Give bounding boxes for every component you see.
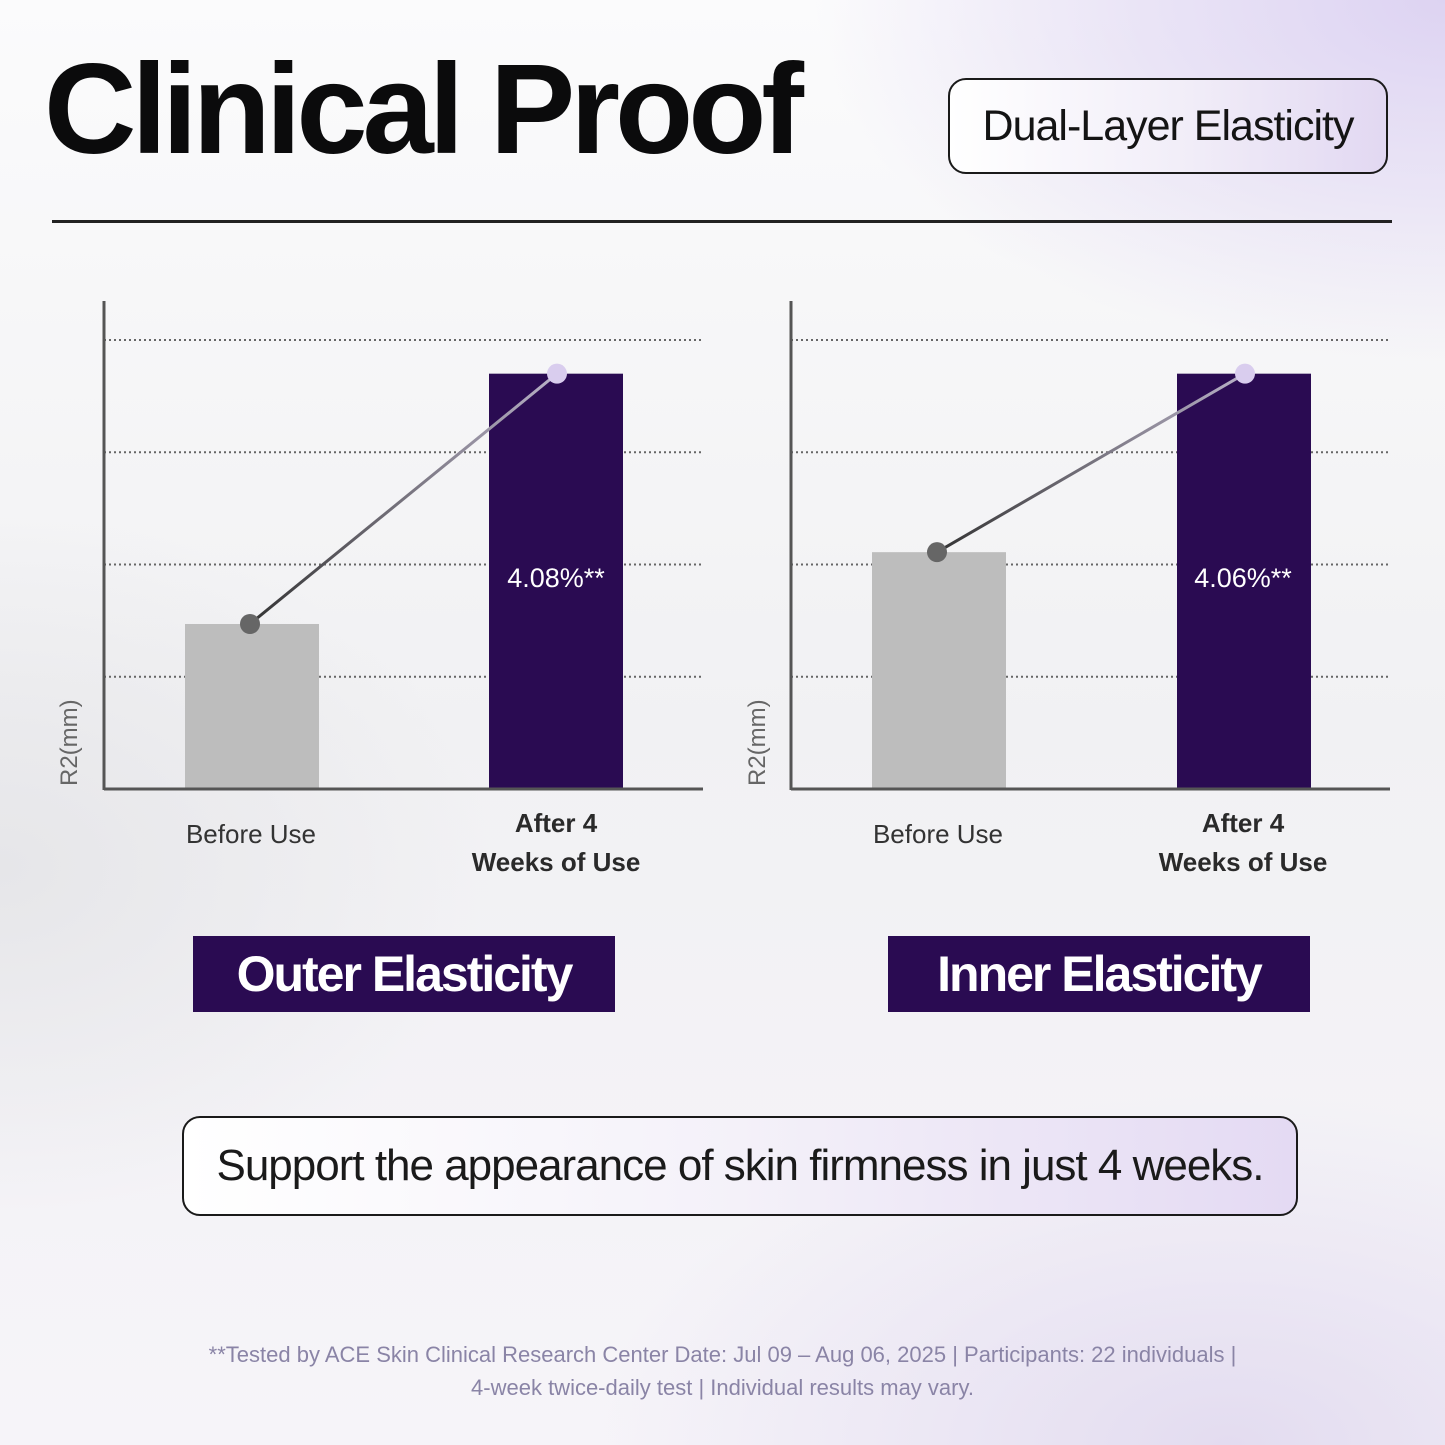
chart2-point-before: [927, 542, 947, 563]
tagline-box: Support the appearance of skin firmness …: [182, 1116, 1298, 1216]
chart1-point-before: [240, 613, 260, 634]
footnote: **Tested by ACE Skin Clinical Research C…: [0, 1338, 1445, 1404]
chart2-value-label-after: 4.06%**: [1194, 563, 1292, 593]
footnote-line-1: **Tested by ACE Skin Clinical Research C…: [208, 1342, 1237, 1367]
chart2-bar-before: [872, 552, 1006, 789]
chart2-bar-after: [1177, 373, 1311, 789]
header-divider: [52, 220, 1392, 223]
chart2-trend-line: [936, 372, 1246, 554]
dual-layer-tag: Dual-Layer Elasticity: [948, 78, 1388, 174]
chart2-category-before: Before Use: [872, 819, 1004, 849]
chart1-value-label-after: 4.08%**: [507, 563, 605, 593]
chart2-y-axis-label: R2(mm): [744, 699, 771, 786]
chart1-bar-before: [185, 623, 319, 789]
chart1-trend-line: [249, 372, 558, 626]
page-title: Clinical Proof: [44, 38, 804, 181]
chart1-y-axis-label: R2(mm): [56, 699, 83, 786]
chart1-category-after: After 4 Weeks of Use: [471, 808, 641, 877]
chart1-title: Outer Elasticity: [193, 936, 615, 1012]
chart1-point-after: [547, 363, 567, 384]
chart1-category-before: Before Use: [185, 819, 317, 849]
chart2-title: Inner Elasticity: [888, 936, 1310, 1012]
footnote-line-2: 4-week twice-daily test | Individual res…: [471, 1375, 974, 1400]
chart2-category-after: After 4 Weeks of Use: [1158, 808, 1328, 877]
chart1-bar-after: [489, 373, 623, 789]
chart2-point-after: [1235, 363, 1255, 384]
